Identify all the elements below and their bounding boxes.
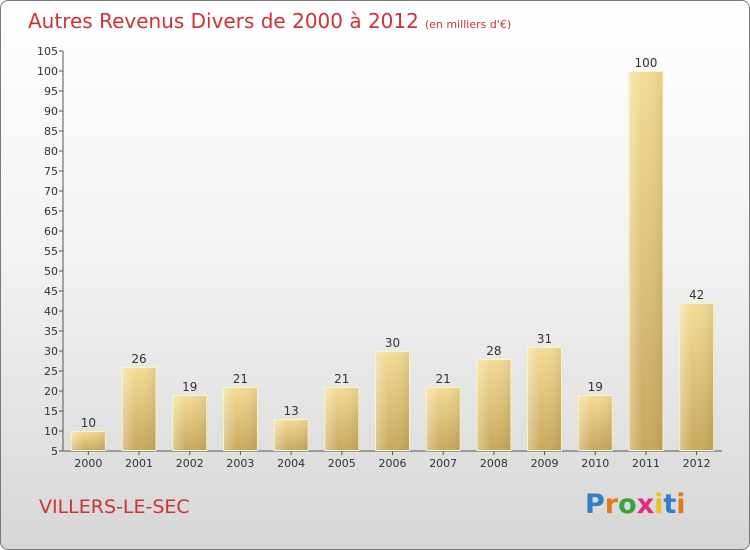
y-tick-label: 70 <box>44 185 58 198</box>
y-tick-label: 75 <box>44 165 58 178</box>
logo-letter: t <box>663 489 677 520</box>
logo-letter: o <box>618 489 637 520</box>
y-tick-label: 90 <box>44 105 58 118</box>
bar-shine <box>527 347 563 451</box>
bar-outline <box>324 387 360 451</box>
y-tick-label: 60 <box>44 225 58 238</box>
data-label: 42 <box>689 288 704 302</box>
bar-outline <box>273 419 309 451</box>
x-tick-label: 2003 <box>226 457 254 470</box>
logo-letter: x <box>636 489 655 520</box>
y-tick-label: 65 <box>44 205 58 218</box>
y-tick-label: 35 <box>44 325 58 338</box>
x-tick-label: 2008 <box>480 457 508 470</box>
x-tick-label: 2001 <box>125 457 153 470</box>
bar-shine <box>273 419 309 451</box>
x-tick-label: 2002 <box>176 457 204 470</box>
bar-outline <box>679 303 715 451</box>
y-tick-label: 80 <box>44 145 58 158</box>
y-tick-label: 20 <box>44 385 58 398</box>
x-tick-label: 2006 <box>379 457 407 470</box>
x-tick-label: 2010 <box>581 457 609 470</box>
bar-outline <box>121 367 157 451</box>
y-tick-label: 10 <box>44 425 58 438</box>
bar-shine <box>172 395 208 451</box>
x-tick-label: 2005 <box>328 457 356 470</box>
x-tick-label: 2004 <box>277 457 305 470</box>
y-tick-label: 105 <box>37 45 58 58</box>
y-tick-label: 45 <box>44 285 58 298</box>
data-label: 10 <box>81 416 96 430</box>
bar-outline <box>527 347 563 451</box>
commune-name: VILLERS-LE-SEC <box>39 496 190 518</box>
bar-shine <box>476 359 512 451</box>
data-label: 30 <box>385 336 400 350</box>
bar-outline <box>172 395 208 451</box>
y-tick-label: 40 <box>44 305 58 318</box>
y-tick-label: 100 <box>37 65 58 78</box>
y-tick-label: 5 <box>51 445 58 458</box>
x-tick-label: 2000 <box>74 457 102 470</box>
logo-letter: i <box>654 489 664 520</box>
bar-shine <box>577 395 613 451</box>
bar-outline <box>222 387 258 451</box>
bar-outline <box>375 351 410 451</box>
bar-shine <box>324 387 360 451</box>
bar-shine <box>121 367 157 451</box>
bar-shine <box>425 387 461 451</box>
bar-outline <box>425 387 461 451</box>
x-tick-label: 2009 <box>531 457 559 470</box>
bar-shine <box>628 71 664 451</box>
y-tick-label: 95 <box>44 85 58 98</box>
bar-outline <box>577 395 613 451</box>
data-label: 13 <box>283 404 298 418</box>
y-tick-label: 15 <box>44 405 58 418</box>
y-tick-label: 25 <box>44 365 58 378</box>
data-label: 19 <box>182 380 197 394</box>
x-tick-label: 2011 <box>632 457 660 470</box>
data-label: 21 <box>334 372 349 386</box>
data-label: 21 <box>436 372 451 386</box>
logo-letter: r <box>604 489 619 520</box>
logo-letter: i <box>676 489 686 520</box>
bar-outline <box>628 71 664 451</box>
y-tick-label: 30 <box>44 345 58 358</box>
chart-title: Autres Revenus Divers de 2000 à 2012 (en … <box>28 9 511 33</box>
bar-shine <box>70 431 106 451</box>
y-tick-label: 85 <box>44 125 58 138</box>
chart-subtitle: (en milliers d'€) <box>424 18 512 31</box>
data-label: 19 <box>588 380 603 394</box>
bar-outline <box>70 431 106 451</box>
bar-shine <box>679 303 715 451</box>
title-text: Autres Revenus Divers de 2000 à 2012 <box>28 9 419 33</box>
bar-shine <box>375 351 410 451</box>
data-label: 100 <box>635 56 658 70</box>
y-tick-label: 50 <box>44 265 58 278</box>
data-label: 28 <box>486 344 501 358</box>
data-label: 21 <box>233 372 248 386</box>
logo-letter: P <box>585 489 605 520</box>
data-label: 31 <box>537 332 552 346</box>
bar-outline <box>476 359 512 451</box>
x-tick-label: 2007 <box>429 457 457 470</box>
proxiti-logo: Proxiti <box>585 489 686 520</box>
y-tick-label: 55 <box>44 245 58 258</box>
bar-shine <box>222 387 258 451</box>
data-label: 26 <box>131 352 146 366</box>
x-tick-label: 2012 <box>683 457 711 470</box>
